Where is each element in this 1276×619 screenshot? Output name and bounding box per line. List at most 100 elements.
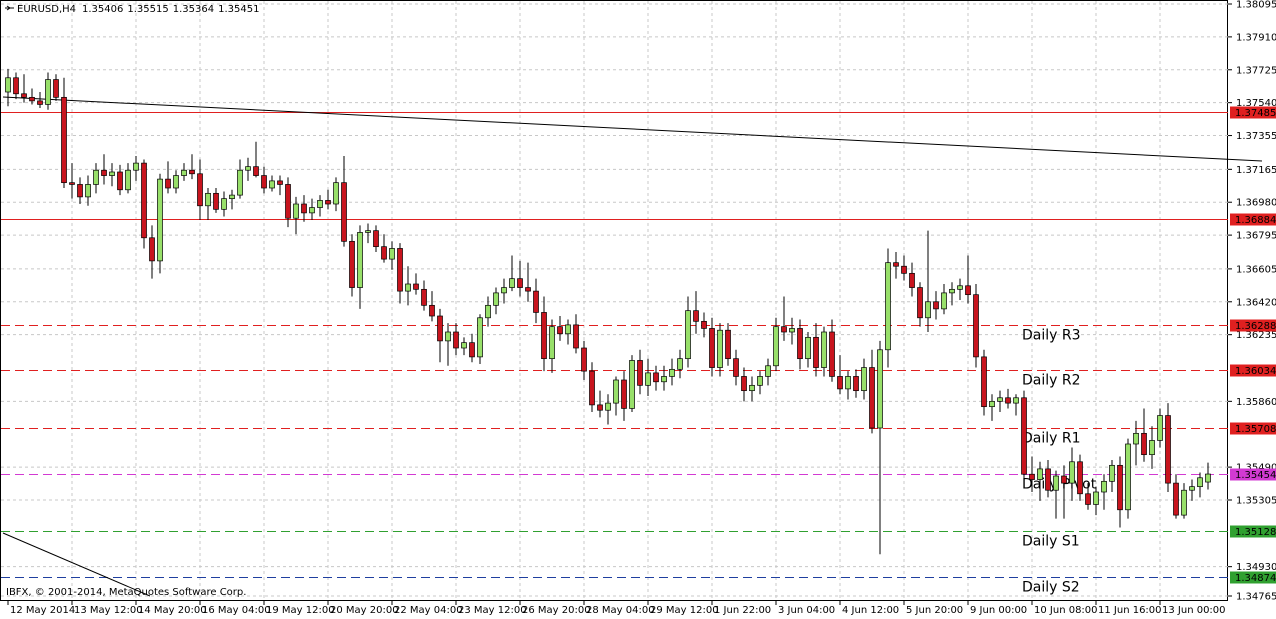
price-box-label: 1.35454 <box>1235 470 1276 481</box>
candle-body <box>525 287 531 292</box>
candle-body <box>309 207 315 214</box>
candle-body <box>749 384 755 392</box>
candle-body <box>965 285 971 296</box>
candle-body <box>509 278 515 288</box>
candle-body <box>941 292 947 310</box>
candle-body <box>1101 480 1107 493</box>
candle-body <box>973 294 979 358</box>
candle-body <box>85 184 91 198</box>
price-box <box>1230 422 1276 435</box>
candle-body <box>741 376 747 392</box>
x-tick-label: 20 May 20:00 <box>330 605 399 616</box>
candle-body <box>61 96 67 184</box>
ohlc-low: 1.35364 <box>173 4 214 15</box>
candle-body <box>565 324 571 335</box>
candle-body <box>365 230 371 233</box>
y-tick-label: 1.37725 <box>1236 65 1276 76</box>
price-box <box>1230 319 1276 332</box>
y-tick-label: 1.35490 <box>1236 463 1276 474</box>
candle-body <box>805 336 811 360</box>
candle-body <box>325 200 331 205</box>
candle-body <box>397 248 403 292</box>
candle-body <box>653 372 659 383</box>
candle-body <box>93 169 99 185</box>
candle-body <box>789 328 795 333</box>
candle-body <box>37 100 43 105</box>
x-tick-label: 5 Jun 20:00 <box>906 605 963 616</box>
candle-body <box>381 246 387 260</box>
candle-body <box>1141 432 1147 456</box>
price-box <box>1230 468 1276 481</box>
candle-body <box>605 402 611 411</box>
candle-body <box>1117 464 1123 511</box>
candle-body <box>109 171 115 176</box>
x-tick-label: 11 Jun 16:00 <box>1098 605 1162 616</box>
candle-body <box>349 240 355 288</box>
header: EURUSD,H4 1.35406 1.35515 1.35364 1.35451 <box>17 4 259 15</box>
price-box-label: 1.36034 <box>1235 366 1276 377</box>
y-tick-label: 1.34765 <box>1236 592 1276 603</box>
price-box <box>1230 213 1276 226</box>
candle-body <box>1189 486 1195 491</box>
candle-body <box>733 358 739 377</box>
candle-body <box>181 169 187 176</box>
candle-body <box>597 404 603 411</box>
candle-body <box>1125 443 1131 511</box>
candle-body <box>301 203 307 214</box>
symbol-icon <box>5 5 14 11</box>
candle-body <box>77 184 83 198</box>
candle-body <box>517 278 523 288</box>
plot-frame <box>0 0 1228 601</box>
candle-body <box>285 184 291 219</box>
candle-body <box>669 368 675 377</box>
price-box-label: 1.35128 <box>1235 527 1276 538</box>
level-label: Daily S1 <box>1022 534 1080 550</box>
candle-body <box>1021 397 1027 475</box>
candle-body <box>1053 475 1059 491</box>
x-tick-label: 29 May 12:00 <box>650 605 719 616</box>
candle-body <box>1093 491 1099 505</box>
candle-body <box>861 367 867 392</box>
candle-body <box>437 315 443 342</box>
ohlc-open: 1.35406 <box>82 4 123 15</box>
price-box-label: 1.34874 <box>1235 573 1276 584</box>
candle-body <box>1133 432 1139 445</box>
level-label: Daily S2 <box>1022 580 1080 596</box>
candle-body <box>405 283 411 292</box>
x-tick-label: 22 May 04:00 <box>394 605 463 616</box>
candle-body <box>1197 477 1203 488</box>
x-tick-label: 28 May 04:00 <box>586 605 655 616</box>
y-tick-label: 1.35860 <box>1236 397 1276 408</box>
candle-body <box>869 367 875 429</box>
candle-body <box>421 288 427 306</box>
candle-body <box>1085 493 1091 505</box>
candle-body <box>541 312 547 360</box>
candle-body <box>245 166 251 171</box>
price-box <box>1230 364 1276 377</box>
trend-line <box>2 532 151 597</box>
candle-body <box>1045 468 1051 491</box>
candle-body <box>573 324 579 349</box>
candle-body <box>221 198 227 210</box>
candle-body <box>205 192 211 207</box>
candle-body <box>989 400 995 408</box>
candle-body <box>693 310 699 322</box>
trend-line <box>2 96 1263 162</box>
symbol: EURUSD,H4 <box>17 4 76 15</box>
candle-body <box>949 288 955 294</box>
level-label: Daily R3 <box>1022 328 1081 344</box>
y-tick-label: 1.36980 <box>1236 198 1276 209</box>
candle-body <box>621 379 627 409</box>
candle-body <box>893 262 899 267</box>
y-tick-label: 1.36605 <box>1236 264 1276 275</box>
candle-body <box>21 93 27 98</box>
candle-body <box>549 326 555 360</box>
candle-body <box>429 304 435 317</box>
candle-body <box>1149 440 1155 456</box>
y-tick-label: 1.37355 <box>1236 131 1276 142</box>
copyright: IBFX, © 2001-2014, MetaQuotes Software C… <box>6 587 246 598</box>
candle-body <box>213 192 219 210</box>
price-box-label: 1.36884 <box>1235 215 1276 226</box>
